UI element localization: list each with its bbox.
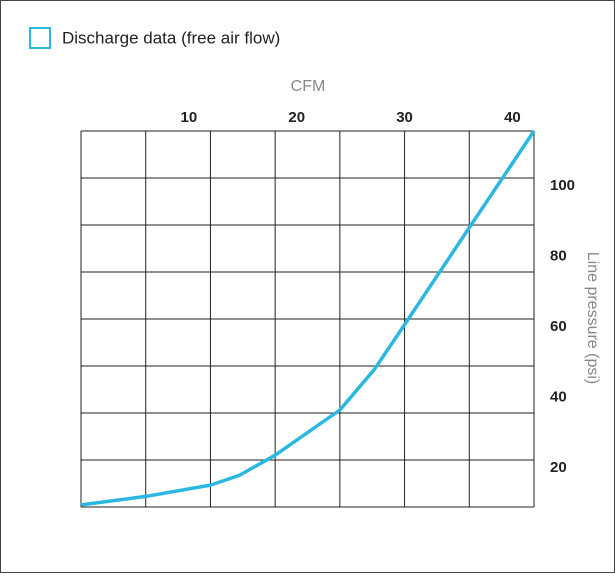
- legend-swatch: [29, 27, 51, 49]
- x-tick-label: 10: [181, 109, 198, 126]
- x-axis-label: CFM: [291, 78, 326, 95]
- y-axis-label: Line pressure (psi): [584, 252, 601, 385]
- x-tick-label: 20: [288, 109, 305, 126]
- x-tick-label: 40: [504, 109, 521, 126]
- y-tick-label: 100: [550, 177, 575, 194]
- y-tick-label: 80: [550, 248, 567, 265]
- legend-label: Discharge data (free air flow): [62, 28, 280, 47]
- x-tick-label: 30: [396, 109, 413, 126]
- y-tick-label: 60: [550, 318, 567, 335]
- y-tick-label: 20: [550, 459, 567, 476]
- line: [80, 130, 536, 507]
- y-tick-label: 40: [550, 389, 567, 406]
